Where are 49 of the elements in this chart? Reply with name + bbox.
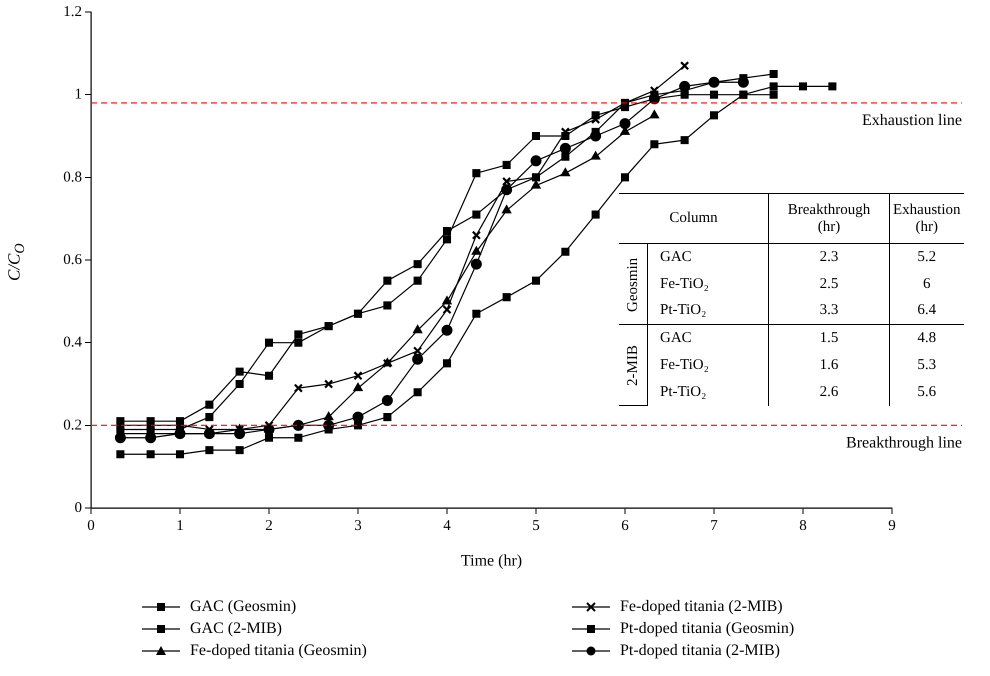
- x-tick-label: 9: [888, 518, 896, 534]
- legend-label: Fe-doped titania (Geosmin): [190, 642, 367, 660]
- y-tick-label: 0: [74, 500, 82, 516]
- annotation: GAC: [648, 244, 768, 270]
- annotation: 3.3: [768, 298, 890, 324]
- text: 5.3: [917, 356, 936, 372]
- x-tick-label: 6: [621, 518, 630, 534]
- text: 4.8: [917, 330, 936, 346]
- annotation: Fe-TiO₂: [648, 352, 768, 378]
- x-tick-label: 8: [799, 518, 807, 534]
- y-tick-label: 0.6: [63, 252, 82, 268]
- x-tick-label: 3: [354, 518, 362, 534]
- x-tick-label: 5: [532, 518, 540, 534]
- text: 5.6: [917, 384, 936, 400]
- y-tick-label: 0.2: [63, 417, 82, 434]
- ref-line-label: Exhaustion line: [862, 112, 962, 130]
- annotation: 1.6: [768, 352, 890, 378]
- ref-line-label: Breakthrough line: [846, 434, 962, 452]
- text: Exhaustion (hr): [893, 202, 960, 234]
- annotation: Breakthrough (hr): [768, 194, 890, 244]
- annotation: 1.5: [768, 324, 890, 352]
- legend-label: Pt-doped titania (2-MIB): [620, 642, 780, 660]
- annotation: 2.5: [768, 270, 890, 298]
- y-tick-label: 0.4: [63, 334, 82, 351]
- y-tick-label: 1.2: [63, 4, 82, 20]
- x-tick-label: 7: [710, 518, 718, 534]
- annotation: Pt-TiO₂: [648, 378, 768, 406]
- text: 6: [923, 276, 930, 292]
- legend-label: GAC (Geosmin): [190, 598, 296, 616]
- x-axis-title: Time (hr): [460, 552, 522, 570]
- annotation: 2-MIB: [619, 324, 648, 406]
- x-tick-label: 2: [265, 518, 273, 534]
- annotation: Column: [619, 194, 768, 244]
- legend-label: Pt-doped titania (Geosmin): [620, 620, 794, 638]
- legend-label: GAC (2-MIB): [190, 620, 282, 638]
- x-tick-label: 4: [443, 518, 452, 534]
- annotation: Fe-TiO₂: [648, 270, 768, 298]
- text: 5.2: [917, 248, 936, 265]
- y-tick-label: 0.8: [63, 169, 82, 186]
- annotation: 2.6: [768, 378, 890, 406]
- x-tick-label: 0: [87, 518, 95, 534]
- annotation: Geosmin: [619, 244, 648, 324]
- annotation: GAC: [648, 324, 768, 352]
- text: 6.4: [917, 302, 936, 318]
- y-tick-label: 1: [74, 86, 82, 103]
- annotation: 2.3: [768, 244, 890, 270]
- annotation: Pt-TiO₂: [648, 298, 768, 324]
- x-tick-label: 1: [176, 518, 184, 534]
- legend-label: Fe-doped titania (2-MIB): [620, 598, 783, 616]
